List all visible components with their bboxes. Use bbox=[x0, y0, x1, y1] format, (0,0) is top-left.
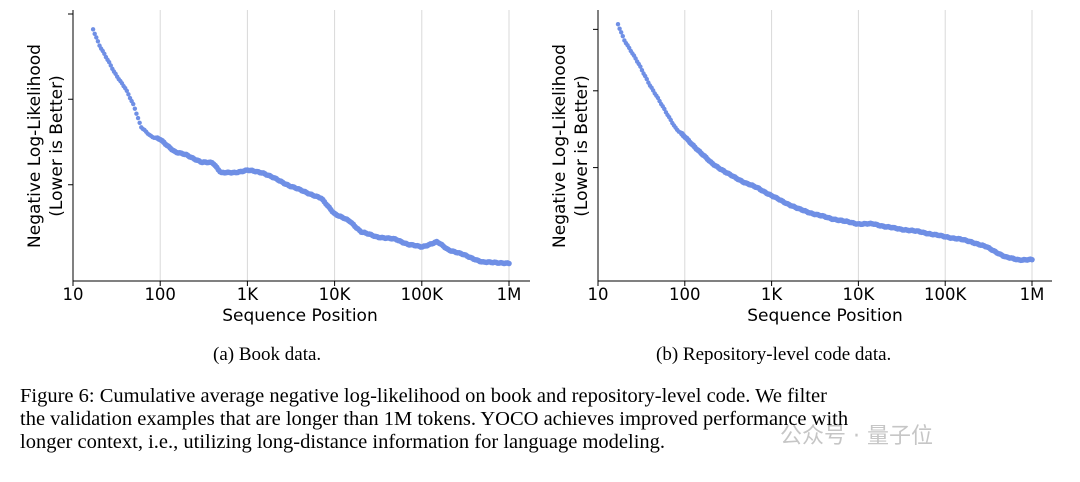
data-point bbox=[639, 68, 645, 73]
figure-caption: Figure 6: Cumulative average negative lo… bbox=[20, 385, 1065, 454]
x-gridlines-a bbox=[159, 10, 510, 281]
y-ticks-a bbox=[68, 13, 73, 186]
x-gridlines-b bbox=[684, 10, 1033, 281]
chart-panel-a: 10 100 1K 10K 100K 1M Sequence Position Negat… bbox=[25, 10, 530, 326]
data-point bbox=[135, 115, 141, 121]
data-point bbox=[124, 88, 130, 94]
data-point bbox=[108, 63, 113, 68]
x-tick-label: 10K bbox=[319, 285, 352, 304]
x-axis-label-b: Sequence Position bbox=[747, 306, 902, 326]
data-point bbox=[92, 31, 97, 37]
watermark-text: 公众号 · 量子位 bbox=[780, 424, 933, 449]
caption-line-2: the validation examples that are longer … bbox=[20, 408, 849, 430]
data-point bbox=[90, 27, 96, 32]
caption-line-1: Figure 6: Cumulative average negative lo… bbox=[20, 385, 827, 407]
x-tick-label: 10 bbox=[588, 285, 609, 304]
data-point bbox=[506, 260, 512, 267]
data-points-a bbox=[90, 27, 512, 267]
subcaption-b: (b) Repository-level code data. bbox=[656, 344, 892, 365]
y-axis-label-a-line2: (Lower is Better) bbox=[47, 75, 67, 216]
data-point bbox=[615, 22, 621, 27]
x-tick-label: 1K bbox=[237, 285, 259, 304]
data-points-b bbox=[615, 22, 1035, 264]
y-axis-label-b-line2: (Lower is Better) bbox=[572, 75, 592, 216]
data-point bbox=[662, 106, 667, 112]
y-axis-label-a-line1: Negative Log-Likelihood bbox=[25, 44, 45, 248]
data-point bbox=[620, 33, 625, 39]
data-point bbox=[94, 35, 99, 40]
chart-panel-b: 10 100 1K 10K 100K 1M Sequence Position Negat… bbox=[550, 10, 1052, 326]
data-point bbox=[1029, 256, 1035, 263]
x-tick-label: 1M bbox=[497, 285, 522, 304]
x-ticks-a: 10 100 1K 10K 100K 1M bbox=[63, 281, 522, 304]
data-point bbox=[102, 51, 107, 56]
data-point bbox=[95, 39, 101, 44]
x-tick-label: 100 bbox=[669, 285, 701, 304]
data-point bbox=[137, 120, 142, 126]
x-tick-label: 1K bbox=[761, 285, 783, 304]
x-tick-label: 1M bbox=[1020, 285, 1045, 304]
data-point bbox=[617, 26, 622, 31]
data-point bbox=[126, 92, 131, 97]
x-tick-label: 10K bbox=[842, 285, 875, 304]
data-point bbox=[644, 76, 649, 82]
data-point bbox=[132, 106, 138, 111]
y-axis-label-b-line1: Negative Log-Likelihood bbox=[550, 44, 570, 248]
x-tick-label: 100K bbox=[401, 285, 444, 304]
data-point bbox=[131, 101, 136, 107]
x-axis-label-a: Sequence Position bbox=[222, 306, 377, 326]
data-point bbox=[619, 30, 624, 35]
x-tick-label: 10 bbox=[63, 285, 84, 304]
caption-line-3: longer context, i.e., utilizing long-dis… bbox=[20, 431, 666, 453]
x-tick-label: 100 bbox=[144, 285, 176, 304]
x-tick-label: 100K bbox=[924, 285, 967, 304]
y-ticks-b bbox=[593, 28, 598, 169]
x-ticks-b: 10 100 1K 10K 100K 1M bbox=[588, 281, 1045, 304]
data-point bbox=[638, 64, 643, 69]
subcaption-a: (a) Book data. bbox=[213, 344, 322, 365]
data-point bbox=[134, 111, 139, 116]
